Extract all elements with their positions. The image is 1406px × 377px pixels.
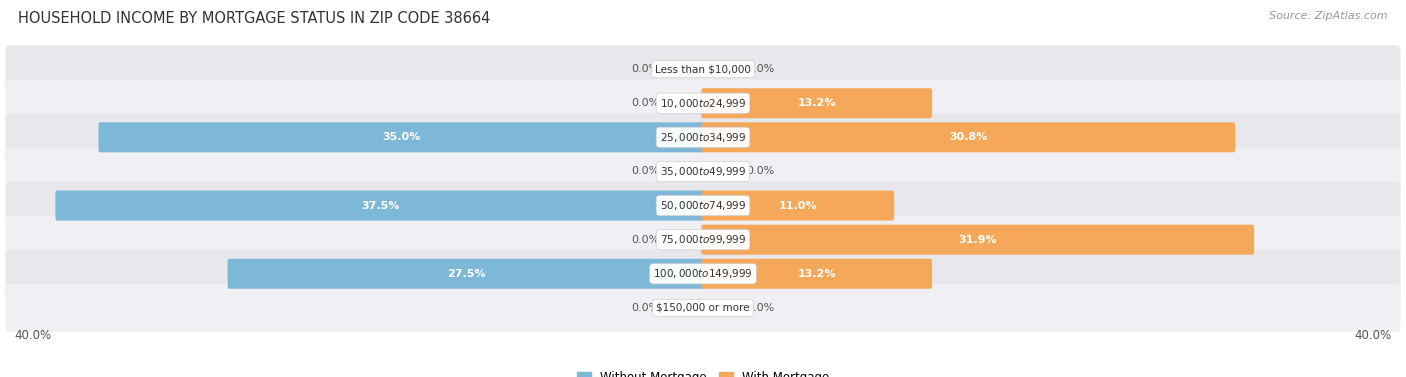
- Text: 37.5%: 37.5%: [361, 201, 399, 211]
- Text: $50,000 to $74,999: $50,000 to $74,999: [659, 199, 747, 212]
- FancyBboxPatch shape: [6, 250, 1400, 298]
- Text: 35.0%: 35.0%: [382, 132, 420, 143]
- Text: $100,000 to $149,999: $100,000 to $149,999: [654, 267, 752, 280]
- Text: $25,000 to $34,999: $25,000 to $34,999: [659, 131, 747, 144]
- Text: Source: ZipAtlas.com: Source: ZipAtlas.com: [1270, 11, 1388, 21]
- Text: 0.0%: 0.0%: [747, 303, 775, 313]
- Text: 30.8%: 30.8%: [949, 132, 987, 143]
- Text: HOUSEHOLD INCOME BY MORTGAGE STATUS IN ZIP CODE 38664: HOUSEHOLD INCOME BY MORTGAGE STATUS IN Z…: [18, 11, 491, 26]
- Text: $10,000 to $24,999: $10,000 to $24,999: [659, 97, 747, 110]
- FancyBboxPatch shape: [6, 79, 1400, 127]
- Text: 0.0%: 0.0%: [631, 234, 659, 245]
- FancyBboxPatch shape: [55, 190, 704, 221]
- Legend: Without Mortgage, With Mortgage: Without Mortgage, With Mortgage: [572, 366, 834, 377]
- Text: 13.2%: 13.2%: [797, 98, 837, 108]
- Text: 0.0%: 0.0%: [631, 98, 659, 108]
- Text: 11.0%: 11.0%: [779, 201, 817, 211]
- FancyBboxPatch shape: [702, 259, 932, 289]
- FancyBboxPatch shape: [228, 259, 704, 289]
- FancyBboxPatch shape: [6, 147, 1400, 195]
- Text: 27.5%: 27.5%: [447, 269, 485, 279]
- Text: $35,000 to $49,999: $35,000 to $49,999: [659, 165, 747, 178]
- FancyBboxPatch shape: [6, 182, 1400, 230]
- FancyBboxPatch shape: [702, 225, 1254, 255]
- FancyBboxPatch shape: [6, 284, 1400, 332]
- Text: 0.0%: 0.0%: [631, 303, 659, 313]
- Text: 40.0%: 40.0%: [1355, 329, 1392, 342]
- Text: 40.0%: 40.0%: [14, 329, 51, 342]
- FancyBboxPatch shape: [6, 45, 1400, 93]
- FancyBboxPatch shape: [702, 122, 1236, 152]
- Text: $150,000 or more: $150,000 or more: [657, 303, 749, 313]
- Text: Less than $10,000: Less than $10,000: [655, 64, 751, 74]
- FancyBboxPatch shape: [702, 88, 932, 118]
- FancyBboxPatch shape: [702, 190, 894, 221]
- Text: 0.0%: 0.0%: [747, 166, 775, 176]
- Text: 0.0%: 0.0%: [631, 64, 659, 74]
- Text: $75,000 to $99,999: $75,000 to $99,999: [659, 233, 747, 246]
- FancyBboxPatch shape: [6, 113, 1400, 161]
- FancyBboxPatch shape: [98, 122, 704, 152]
- Text: 0.0%: 0.0%: [747, 64, 775, 74]
- Text: 13.2%: 13.2%: [797, 269, 837, 279]
- FancyBboxPatch shape: [6, 216, 1400, 264]
- Text: 31.9%: 31.9%: [959, 234, 997, 245]
- Text: 0.0%: 0.0%: [631, 166, 659, 176]
